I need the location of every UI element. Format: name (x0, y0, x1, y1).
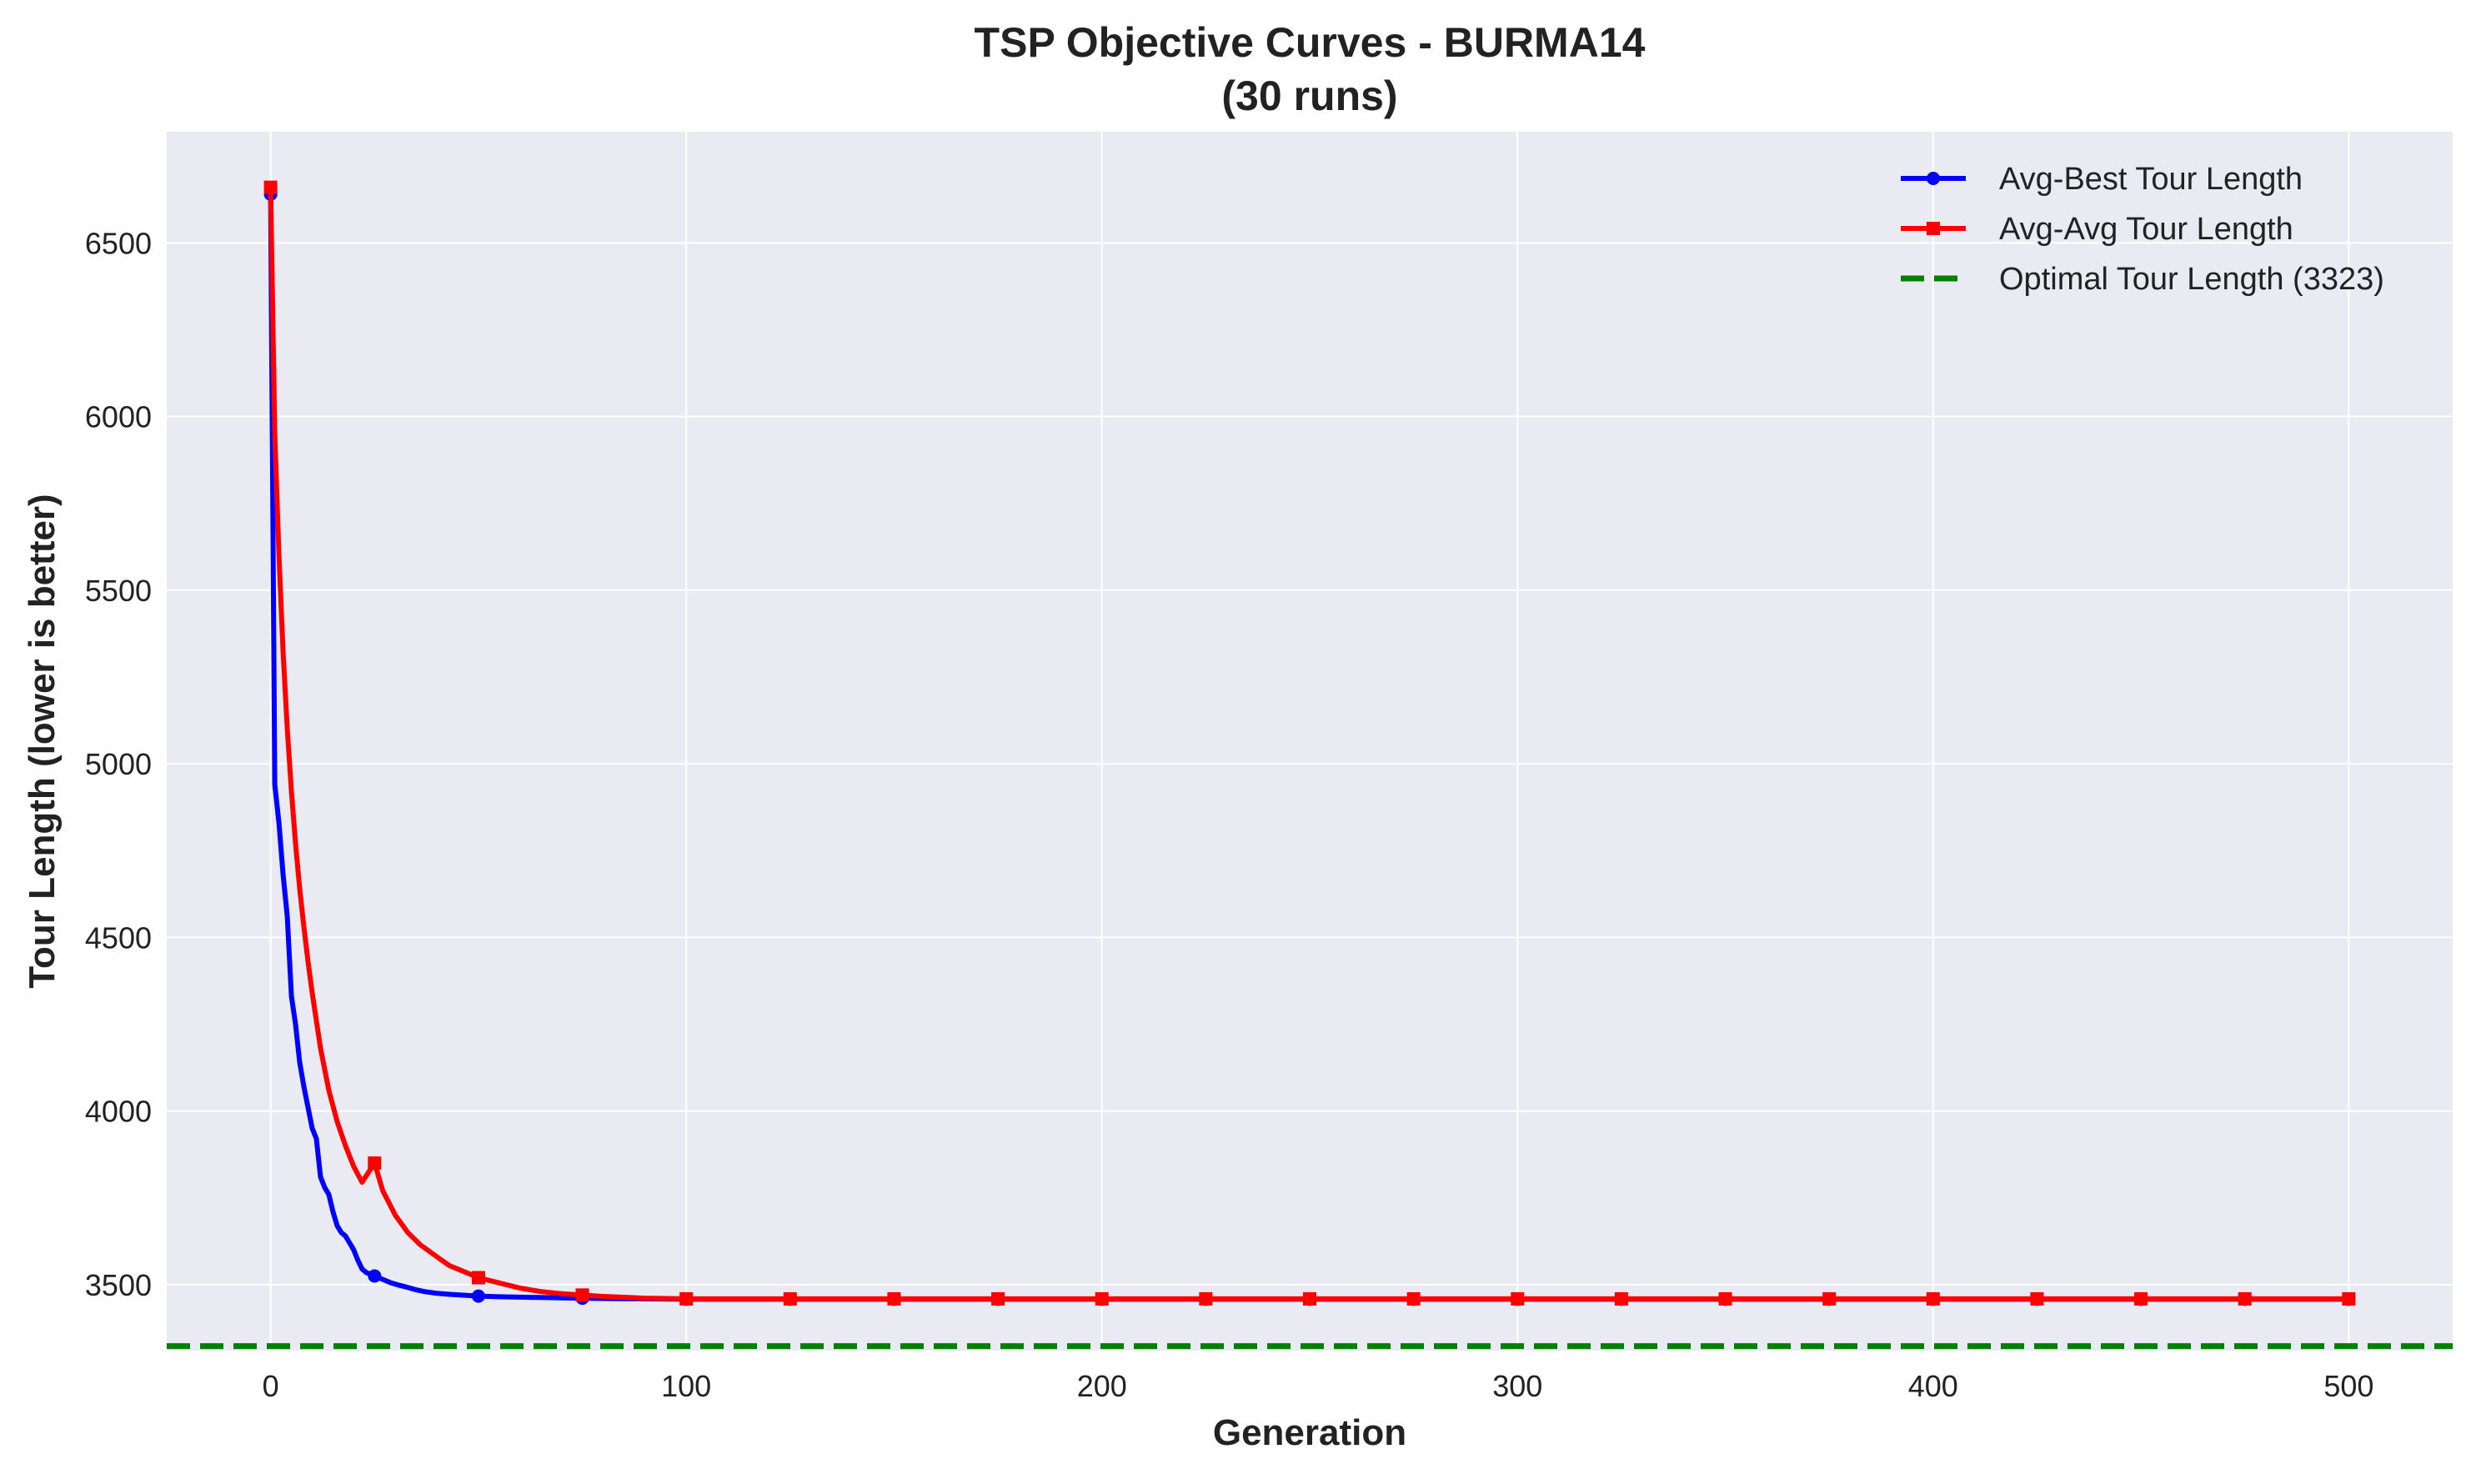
x-tick-label: 200 (1077, 1369, 1127, 1403)
x-axis-label: Generation (1213, 1412, 1406, 1453)
legend-label-1: Avg-Avg Tour Length (1999, 212, 2293, 247)
series-marker-1 (2238, 1291, 2252, 1306)
series-marker-1 (1614, 1291, 1628, 1306)
series-line-1 (268, 187, 2349, 1301)
y-tick-label: 4500 (85, 920, 152, 955)
legend: Avg-Best Tour Length Avg-Avg Tour Length O… (1901, 162, 2384, 297)
plot-area (167, 132, 2453, 1351)
series-marker-0 (471, 1289, 485, 1303)
series-marker-1 (2134, 1291, 2148, 1306)
series-marker-1 (2342, 1291, 2356, 1306)
series-marker-1 (2030, 1291, 2044, 1306)
y-tick-label: 4000 (85, 1095, 152, 1129)
x-tick-label: 300 (1492, 1369, 1542, 1403)
y-tick-label: 5000 (85, 747, 152, 781)
legend-label-2: Optimal Tour Length (3323) (1999, 262, 2384, 297)
x-tick-label: 0 (263, 1369, 279, 1403)
y-tick-label: 6000 (85, 400, 152, 434)
series-marker-1 (1095, 1291, 1109, 1306)
series-marker-1 (1199, 1291, 1213, 1306)
series-marker-1 (1303, 1291, 1316, 1306)
legend-marker-0 (1927, 172, 1940, 185)
series-marker-1 (368, 1156, 382, 1171)
series-marker-1 (1511, 1291, 1525, 1306)
series-marker-1 (263, 180, 278, 194)
y-axis-label: Tour Length (lower is better) (22, 494, 63, 988)
chart-title-line2: (30 runs) (1221, 73, 1397, 119)
x-tick-label: 100 (661, 1369, 711, 1403)
series-marker-1 (1926, 1291, 1940, 1306)
series-marker-0 (368, 1269, 382, 1283)
series-marker-1 (575, 1288, 589, 1302)
chart-title-line1: TSP Objective Curves - BURMA14 (975, 19, 1646, 66)
series-marker-1 (679, 1291, 694, 1306)
series-marker-1 (991, 1291, 1005, 1306)
series-marker-1 (471, 1271, 485, 1285)
y-tick-label: 6500 (85, 226, 152, 260)
legend-label-0: Avg-Best Tour Length (1999, 162, 2303, 197)
series-lines (167, 180, 2453, 1350)
y-tick-label: 5500 (85, 574, 152, 608)
legend-marker-1 (1927, 222, 1940, 235)
tick-labels: 0 100 200 300 400 500 3500 4000 4500 5000 5500 6000… (85, 226, 2373, 1403)
series-marker-1 (783, 1291, 797, 1306)
y-tick-label: 3500 (85, 1268, 152, 1302)
x-tick-label: 400 (1908, 1369, 1958, 1403)
series-marker-1 (1406, 1291, 1421, 1306)
grid (167, 132, 2453, 1351)
series-marker-1 (1822, 1291, 1837, 1306)
series-marker-1 (887, 1291, 901, 1306)
x-tick-label: 500 (2323, 1369, 2373, 1403)
series-marker-1 (1718, 1291, 1732, 1306)
